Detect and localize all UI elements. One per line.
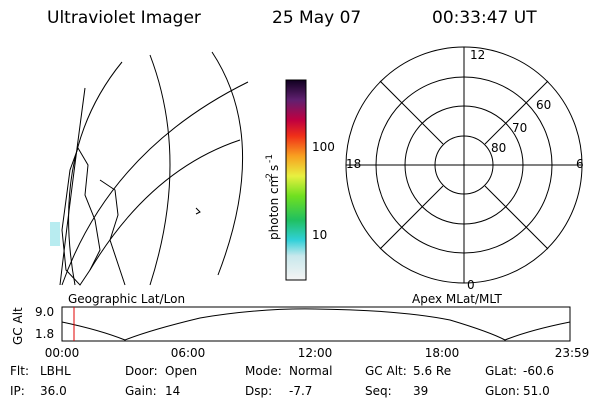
- footer-value: 51.0: [523, 384, 550, 398]
- x-tick-label: 12:00: [298, 346, 333, 360]
- polar-label: 12: [470, 48, 485, 62]
- meridian: [149, 54, 171, 286]
- footer-label: IP:: [10, 384, 25, 398]
- footer-value: LBHL: [40, 364, 71, 378]
- coastline: [195, 207, 201, 215]
- footer: Flt: LBHL Door: Open Mode: Normal GC Alt: 5.6 R…: [10, 364, 554, 398]
- colorbar-label: photon cm -2 s -1: [265, 154, 281, 240]
- date: 25 May 07: [272, 8, 361, 28]
- map: Geographic Lat/Lon: [50, 51, 249, 306]
- meridian: [59, 87, 86, 286]
- polar-label: 70: [512, 121, 527, 135]
- polar-caption: Apex MLat/MLT: [412, 292, 502, 306]
- meridian: [68, 61, 123, 286]
- time: 00:33:47 UT: [432, 8, 537, 28]
- x-tick-label: 06:00: [171, 346, 206, 360]
- x-tick-label: 23:59: [555, 346, 590, 360]
- footer-value: -7.7: [289, 384, 312, 398]
- footer-value: -60.6: [523, 364, 554, 378]
- title: Ultraviolet Imager: [47, 8, 201, 28]
- alt-plot: 9.0 1.8 GC Alt 00:00 06:00 12:00 18:00 2…: [11, 305, 589, 360]
- plot-frame: [61, 306, 571, 342]
- footer-value: 39: [413, 384, 428, 398]
- polar-plot: 12 18 6 0 60 70 80 Apex MLat/MLT: [345, 46, 584, 306]
- y-axis-label: GC Alt: [11, 307, 25, 345]
- footer-value: 36.0: [40, 384, 67, 398]
- footer-label: Seq:: [365, 384, 392, 398]
- diagonal: [484, 80, 549, 145]
- footer-label: Mode:: [245, 364, 282, 378]
- polar-label: 18: [346, 157, 361, 171]
- footer-label: Flt:: [10, 364, 29, 378]
- polar-label: 0: [467, 278, 475, 292]
- colorbar: [285, 79, 307, 281]
- y-tick-label: 9.0: [35, 305, 54, 319]
- footer-label: GLon:: [485, 384, 520, 398]
- coastline: [99, 179, 126, 286]
- meridian: [211, 51, 243, 276]
- footer-value: Open: [165, 364, 197, 378]
- footer-label: Gain:: [125, 384, 157, 398]
- polar-label: 6: [576, 157, 584, 171]
- footer-label: Door:: [125, 364, 158, 378]
- footer-label: Dsp:: [245, 384, 272, 398]
- parallel: [61, 81, 249, 286]
- unit-exp: -1: [265, 154, 275, 163]
- diagonal: [379, 80, 444, 145]
- footer-value: 14: [165, 384, 180, 398]
- unit-base: photon cm: [267, 176, 281, 240]
- polar-label: 60: [536, 98, 551, 112]
- polar-label: 80: [491, 141, 506, 155]
- map-caption: Geographic Lat/Lon: [68, 292, 185, 306]
- alt-curve: [61, 308, 571, 341]
- x-tick-label: 18:00: [425, 346, 460, 360]
- unit-exp: -2: [265, 173, 275, 182]
- coastline: [61, 146, 101, 286]
- cyan-patch: [50, 222, 60, 246]
- footer-label: GLat:: [485, 364, 517, 378]
- colorbar-tick: 100: [312, 140, 335, 154]
- x-tick-label: 00:00: [45, 346, 80, 360]
- unit: s: [267, 165, 281, 171]
- footer-label: GC Alt:: [365, 364, 407, 378]
- footer-value: 5.6 Re: [413, 364, 451, 378]
- y-tick-label: 1.8: [35, 327, 54, 341]
- colorbar-tick: 10: [312, 228, 327, 242]
- diagonal: [379, 185, 444, 250]
- parallel: [89, 139, 241, 271]
- footer-value: Normal: [289, 364, 332, 378]
- diagonal: [484, 185, 549, 250]
